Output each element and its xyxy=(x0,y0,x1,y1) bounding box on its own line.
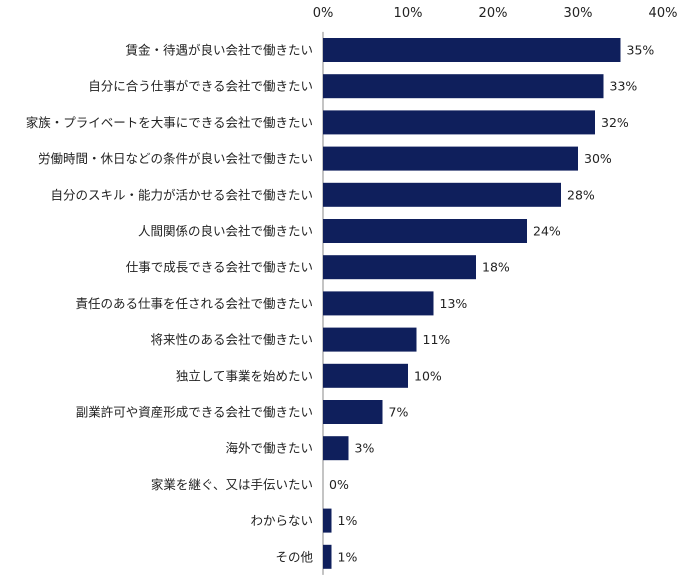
x-tick-label: 20% xyxy=(479,6,508,21)
value-label: 7% xyxy=(389,405,409,420)
bar xyxy=(323,291,434,316)
x-tick-label: 40% xyxy=(649,6,678,21)
value-label: 1% xyxy=(338,513,358,528)
category-label: 家族・プライベートを大事にできる会社で働きたい xyxy=(26,115,313,130)
category-label: その他 xyxy=(275,549,313,564)
value-label: 28% xyxy=(567,187,595,202)
bar xyxy=(323,544,332,569)
value-label: 0% xyxy=(329,477,349,492)
category-label: 人間関係の良い会社で働きたい xyxy=(138,224,313,239)
bar xyxy=(323,363,408,388)
category-label: 賃金・待遇が良い会社で働きたい xyxy=(125,43,313,58)
category-label: 家業を継ぐ、又は手伝いたい xyxy=(151,477,313,492)
category-label: 将来性のある会社で働きたい xyxy=(150,332,313,347)
value-label: 24% xyxy=(533,224,561,239)
bar xyxy=(323,255,476,280)
bar xyxy=(323,327,417,352)
category-label: 独立して事業を始めたい xyxy=(176,368,313,383)
category-label: 自分のスキル・能力が活かせる会社で働きたい xyxy=(50,187,313,202)
category-label: 労働時間・休日などの条件が良い会社で働きたい xyxy=(38,151,313,166)
value-label: 32% xyxy=(601,115,629,130)
value-label: 11% xyxy=(423,332,451,347)
bars xyxy=(323,38,621,569)
category-label: 海外で働きたい xyxy=(225,441,313,456)
x-tick-label: 30% xyxy=(564,6,593,21)
category-labels: 賃金・待遇が良い会社で働きたい自分に合う仕事ができる会社で働きたい家族・プライベ… xyxy=(26,43,314,565)
bar xyxy=(323,110,595,135)
bar xyxy=(323,400,383,424)
bar xyxy=(323,146,578,171)
value-label: 30% xyxy=(584,151,612,166)
value-label: 1% xyxy=(338,549,358,564)
bar xyxy=(323,74,604,99)
value-label: 18% xyxy=(482,260,510,275)
category-label: 仕事で成長できる会社で働きたい xyxy=(126,260,313,275)
bar xyxy=(323,219,527,243)
category-label: わからない xyxy=(250,513,313,528)
value-label: 35% xyxy=(627,43,655,58)
x-tick-label: 10% xyxy=(394,6,423,21)
bar xyxy=(323,38,621,62)
bar xyxy=(323,182,561,207)
category-label: 責任のある仕事を任される会社で働きたい xyxy=(75,296,313,311)
bar xyxy=(323,508,332,533)
value-label: 3% xyxy=(355,441,375,456)
value-label: 13% xyxy=(440,296,468,311)
category-label: 副業許可や資産形成できる会社で働きたい xyxy=(76,405,313,420)
value-label: 33% xyxy=(610,79,638,94)
bar xyxy=(323,436,349,461)
value-label: 10% xyxy=(414,368,442,383)
x-axis-ticks: 0% 10% 20% 30% 40% xyxy=(313,6,678,21)
value-labels: 35% 33% 32% 30% 28% 24% 18% 13% 11% 10% 7% 3% 0% 1% 1% xyxy=(329,43,654,565)
x-tick-label: 0% xyxy=(313,6,334,21)
category-label: 自分に合う仕事ができる会社で働きたい xyxy=(88,79,313,94)
